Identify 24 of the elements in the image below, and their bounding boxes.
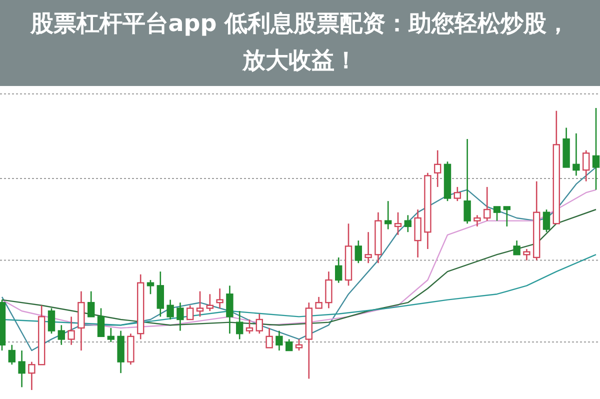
candlestick xyxy=(176,302,184,332)
candlestick xyxy=(484,186,491,222)
candlestick xyxy=(364,231,372,264)
title: 股票杠杆平台app 低利息股票配资：助您轻松炒股，放大收益！ xyxy=(0,0,600,86)
candlestick xyxy=(474,214,481,228)
candlestick xyxy=(572,132,580,176)
candlestick xyxy=(276,330,283,352)
candlestick xyxy=(335,256,342,284)
candlestick xyxy=(137,274,144,340)
chart-title: 股票杠杆平台app 低利息股票配资：助您轻松炒股，放大收益！ xyxy=(29,10,571,76)
candlestick xyxy=(384,200,392,230)
candlestick xyxy=(434,150,442,188)
candlestick xyxy=(68,316,75,346)
candlestick xyxy=(592,107,600,190)
candlestick xyxy=(78,290,85,352)
candlestick xyxy=(236,310,244,340)
candlestick xyxy=(374,212,382,264)
candlestick xyxy=(18,350,26,388)
candlestick xyxy=(216,288,224,309)
candlestick xyxy=(117,330,124,374)
candlestick xyxy=(533,180,540,261)
candlestick xyxy=(414,208,422,258)
candlestick xyxy=(226,285,234,334)
candlestick xyxy=(325,270,332,309)
